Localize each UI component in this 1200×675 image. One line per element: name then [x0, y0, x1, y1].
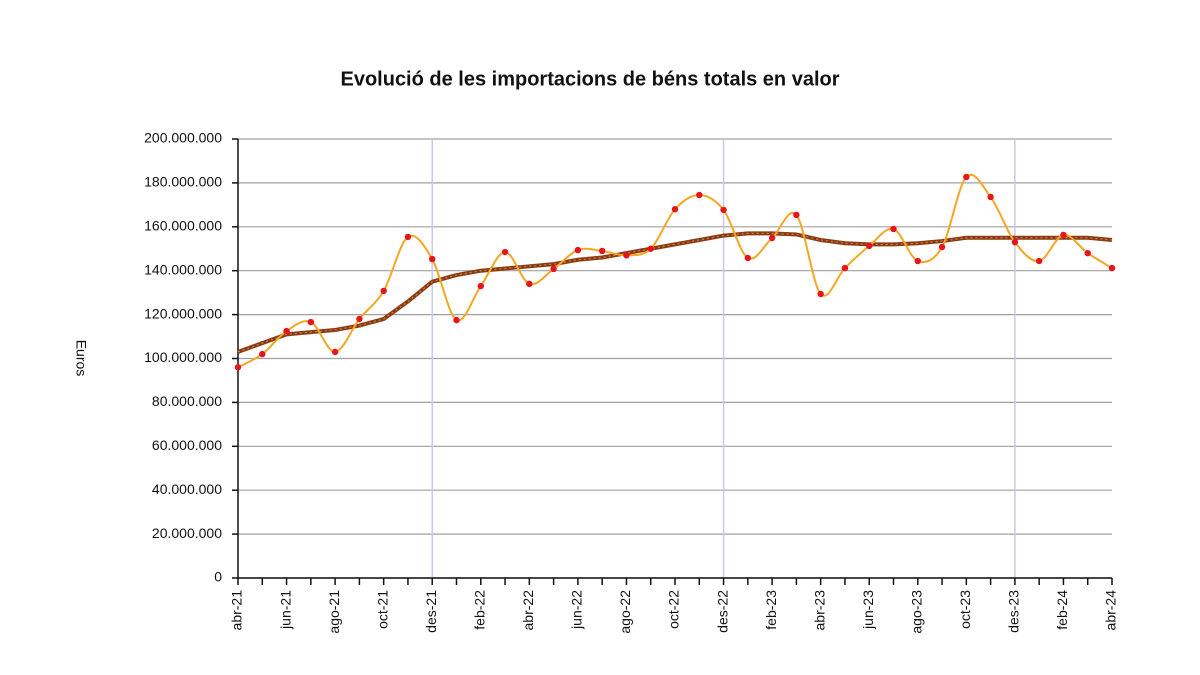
data-point	[259, 350, 266, 358]
x-tick-label: abr-24	[1103, 590, 1119, 631]
data-point	[866, 242, 873, 250]
x-tick-label: feb-22	[471, 590, 487, 630]
x-tick-label: des-21	[423, 590, 439, 633]
chart-title: Evolució de les importacions de béns tot…	[340, 68, 839, 90]
data-point	[331, 348, 339, 356]
data-point	[817, 290, 824, 298]
data-point	[1060, 231, 1067, 239]
data-point	[793, 211, 800, 219]
x-tick-label: ago-23	[908, 590, 924, 634]
data-point	[623, 252, 630, 259]
trend-line	[237, 231, 1113, 354]
data-point	[526, 280, 533, 288]
data-point	[380, 287, 387, 295]
y-tick-label: 60.000.000	[152, 437, 222, 453]
data-point	[477, 282, 484, 290]
x-tick-label: jun-22	[569, 590, 585, 630]
y-tick-label: 140.000.000	[144, 261, 222, 277]
x-tick-label: oct-21	[374, 590, 390, 629]
y-tick-label: 20.000.000	[152, 525, 222, 541]
data-point	[356, 315, 363, 323]
y-tick-label: 100.000.000	[144, 349, 222, 365]
data-point	[598, 247, 606, 255]
data-point	[696, 191, 703, 199]
data-point	[938, 243, 946, 251]
data-point	[1035, 257, 1043, 265]
data-point	[963, 173, 970, 181]
x-tick-label: ago-21	[326, 590, 342, 634]
data-point	[1011, 238, 1019, 246]
y-tick-label: 180.000.000	[144, 174, 222, 190]
x-tick-label: des-22	[714, 590, 730, 633]
data-point	[453, 316, 460, 324]
data-point	[720, 206, 727, 214]
data-point	[768, 234, 776, 242]
data-point	[501, 248, 509, 256]
x-tick-label: oct-23	[957, 590, 973, 629]
x-tick-label: abr-22	[520, 590, 536, 631]
data-point	[307, 318, 315, 326]
trend-line-pattern	[237, 232, 1113, 353]
data-point	[987, 193, 994, 201]
x-tick-label: jun-21	[277, 590, 293, 630]
y-tick-label: 200.000.000	[144, 130, 222, 146]
data-point	[671, 206, 679, 213]
data-point	[1084, 249, 1091, 257]
y-tick-label: 0	[214, 569, 222, 585]
x-tick-label: abr-23	[811, 590, 827, 631]
data-point	[234, 364, 242, 371]
x-tick-label: oct-22	[666, 590, 682, 629]
y-tick-label: 120.000.000	[144, 305, 222, 321]
y-tick-label: 40.000.000	[152, 481, 222, 497]
data-point	[550, 265, 557, 273]
data-point	[647, 245, 654, 252]
data-point	[283, 327, 290, 335]
data-point	[404, 233, 412, 241]
x-tick-label: abr-21	[229, 590, 245, 631]
x-tick-label: jun-23	[860, 590, 876, 630]
data-point	[841, 264, 849, 272]
data-point	[574, 246, 582, 254]
y-tick-label: 160.000.000	[144, 218, 222, 234]
data-point	[429, 255, 436, 263]
data-point	[890, 225, 897, 233]
data-point	[914, 257, 921, 265]
data-point	[1108, 264, 1116, 272]
x-tick-label: feb-23	[763, 590, 779, 630]
y-axis-label: Euros	[73, 340, 89, 377]
x-tick-label: ago-22	[617, 590, 633, 634]
data-point	[744, 254, 752, 262]
x-tick-label: des-23	[1006, 590, 1022, 633]
x-tick-label: feb-24	[1054, 590, 1070, 630]
y-tick-label: 80.000.000	[152, 393, 222, 409]
